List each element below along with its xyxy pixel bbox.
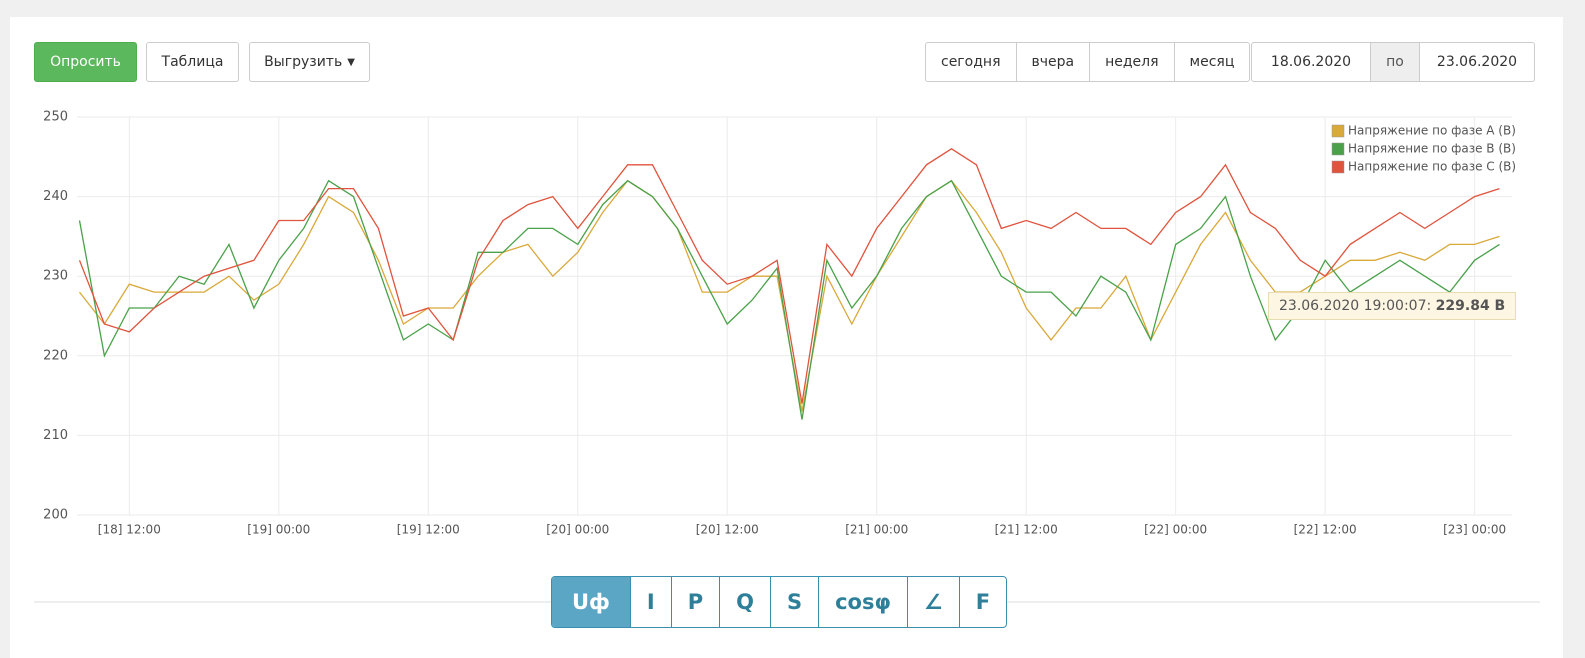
x-tick-label: [22] 12:00 — [1294, 523, 1357, 537]
tooltip-value: 229.84 В — [1435, 298, 1506, 314]
tooltip: 23.06.2020 19:00:07: 229.84 В — [1268, 292, 1517, 320]
x-tick-label: [23] 00:00 — [1443, 523, 1506, 537]
date-from[interactable]: 18.06.2020 — [1252, 43, 1371, 81]
tab[interactable]: F — [975, 590, 991, 614]
x-tick-label: [20] 12:00 — [696, 523, 759, 537]
x-tick-label: [21] 00:00 — [845, 523, 908, 537]
legend-swatch — [1331, 160, 1345, 174]
date-range: 18.06.2020 по 23.06.2020 — [1251, 42, 1535, 82]
legend-swatch — [1331, 124, 1345, 138]
legend-label: Напряжение по фазе A (В) — [1348, 124, 1516, 138]
x-tick-label: [21] 12:00 — [995, 523, 1058, 537]
export-label: Выгрузить — [264, 54, 343, 70]
tab[interactable]: I — [631, 577, 672, 627]
period-button[interactable]: вчера — [1017, 43, 1091, 81]
y-tick-label: 200 — [43, 508, 68, 523]
series-line — [78, 148, 1500, 404]
legend-swatch — [1331, 142, 1345, 156]
y-tick-label: 220 — [43, 348, 68, 363]
period-button[interactable]: месяц — [1189, 54, 1235, 70]
y-tick-label: 240 — [43, 189, 68, 204]
tab[interactable]: Q — [720, 577, 771, 627]
card — [10, 17, 1563, 658]
tab[interactable]: S — [771, 577, 820, 627]
export-button[interactable]: Выгрузить ▼ — [249, 42, 370, 82]
period-group: сегодня вчера неделя месяц — [925, 42, 1251, 82]
tab[interactable]: Uф — [552, 577, 631, 627]
legend-label: Напряжение по фазе C (В) — [1348, 160, 1516, 174]
x-tick-label: [22] 00:00 — [1144, 523, 1207, 537]
y-tick-label: 210 — [43, 428, 68, 443]
tab[interactable]: ∠ — [908, 577, 960, 627]
tab[interactable]: cosφ — [819, 577, 908, 627]
date-separator: по — [1371, 43, 1420, 81]
period-button[interactable]: сегодня — [926, 43, 1017, 81]
x-tick-label: [20] 00:00 — [546, 523, 609, 537]
legend-label: Напряжение по фазе B (В) — [1348, 142, 1516, 156]
table-button[interactable]: Таблица — [146, 42, 239, 82]
tab[interactable]: P — [672, 577, 721, 627]
date-to[interactable]: 23.06.2020 — [1436, 54, 1518, 70]
tooltip-label: 23.06.2020 19:00:07: — [1279, 298, 1432, 314]
x-tick-label: [19] 12:00 — [397, 523, 460, 537]
y-tick-label: 250 — [43, 110, 68, 125]
x-tick-label: [19] 00:00 — [247, 523, 310, 537]
period-button[interactable]: неделя — [1090, 43, 1175, 81]
poll-button[interactable]: Опросить — [34, 42, 137, 82]
x-tick-label: [18] 12:00 — [98, 523, 161, 537]
y-tick-label: 230 — [43, 269, 68, 284]
caret: ▼ — [347, 56, 355, 68]
